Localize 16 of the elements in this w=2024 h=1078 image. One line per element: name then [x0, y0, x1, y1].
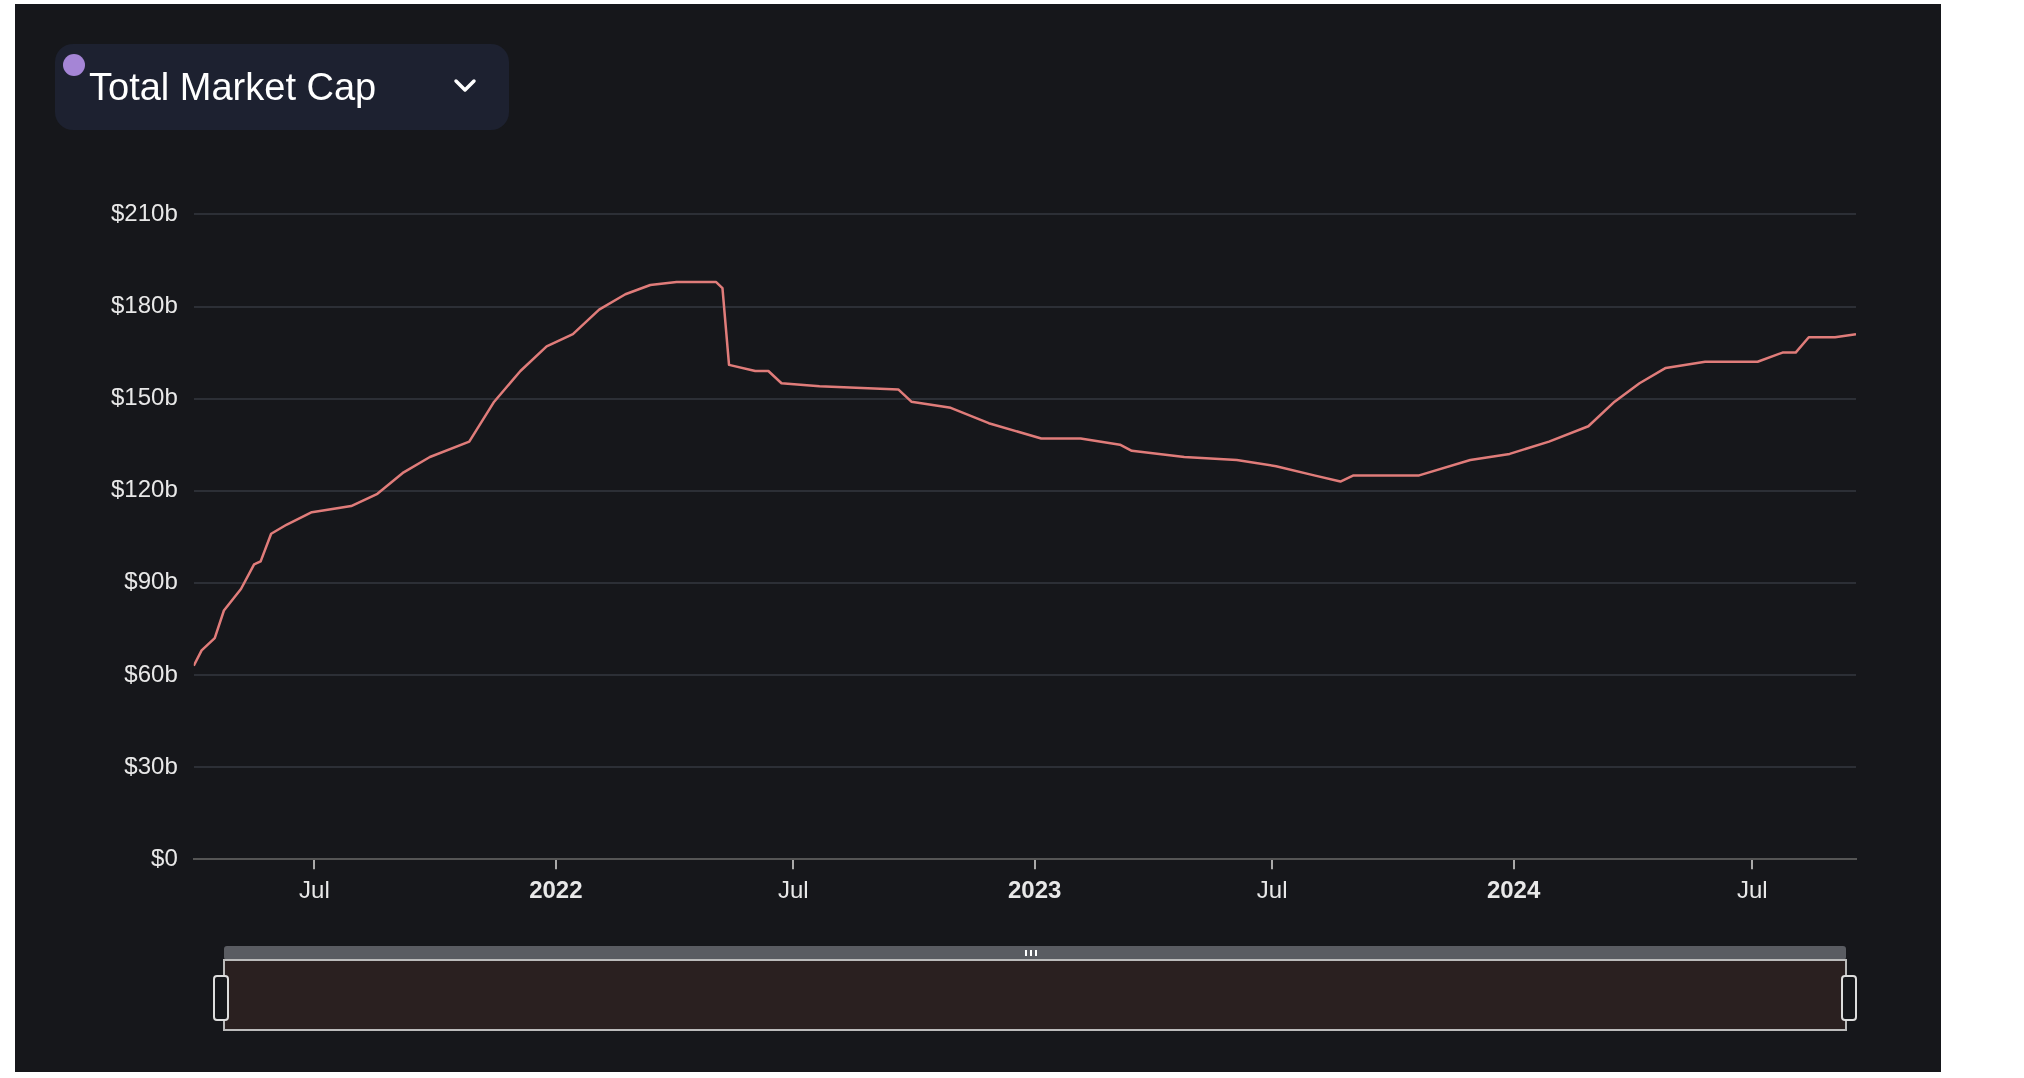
y-tick-label: $210b	[110, 199, 178, 227]
y-tick-label: $120b	[110, 475, 178, 503]
y-tick-label: $30b	[124, 751, 178, 779]
x-tick-label: Jul	[777, 876, 809, 904]
chart-title: Total Market Cap	[89, 66, 377, 109]
y-tick-label: $0	[151, 843, 178, 871]
x-tick-label: Jul	[1737, 876, 1768, 904]
y-tick-label: $60b	[124, 659, 178, 687]
y-tick-label: $150b	[110, 383, 178, 411]
x-tick-label: 2024	[1486, 876, 1541, 904]
x-tick-label: Jul	[299, 876, 330, 904]
x-tick-label: 2023	[1008, 876, 1062, 904]
x-tick-label: 2022	[529, 876, 583, 904]
y-tick-label: $90b	[124, 567, 178, 595]
x-tick-label: Jul	[1256, 876, 1288, 904]
y-tick-label: $180b	[110, 291, 178, 319]
